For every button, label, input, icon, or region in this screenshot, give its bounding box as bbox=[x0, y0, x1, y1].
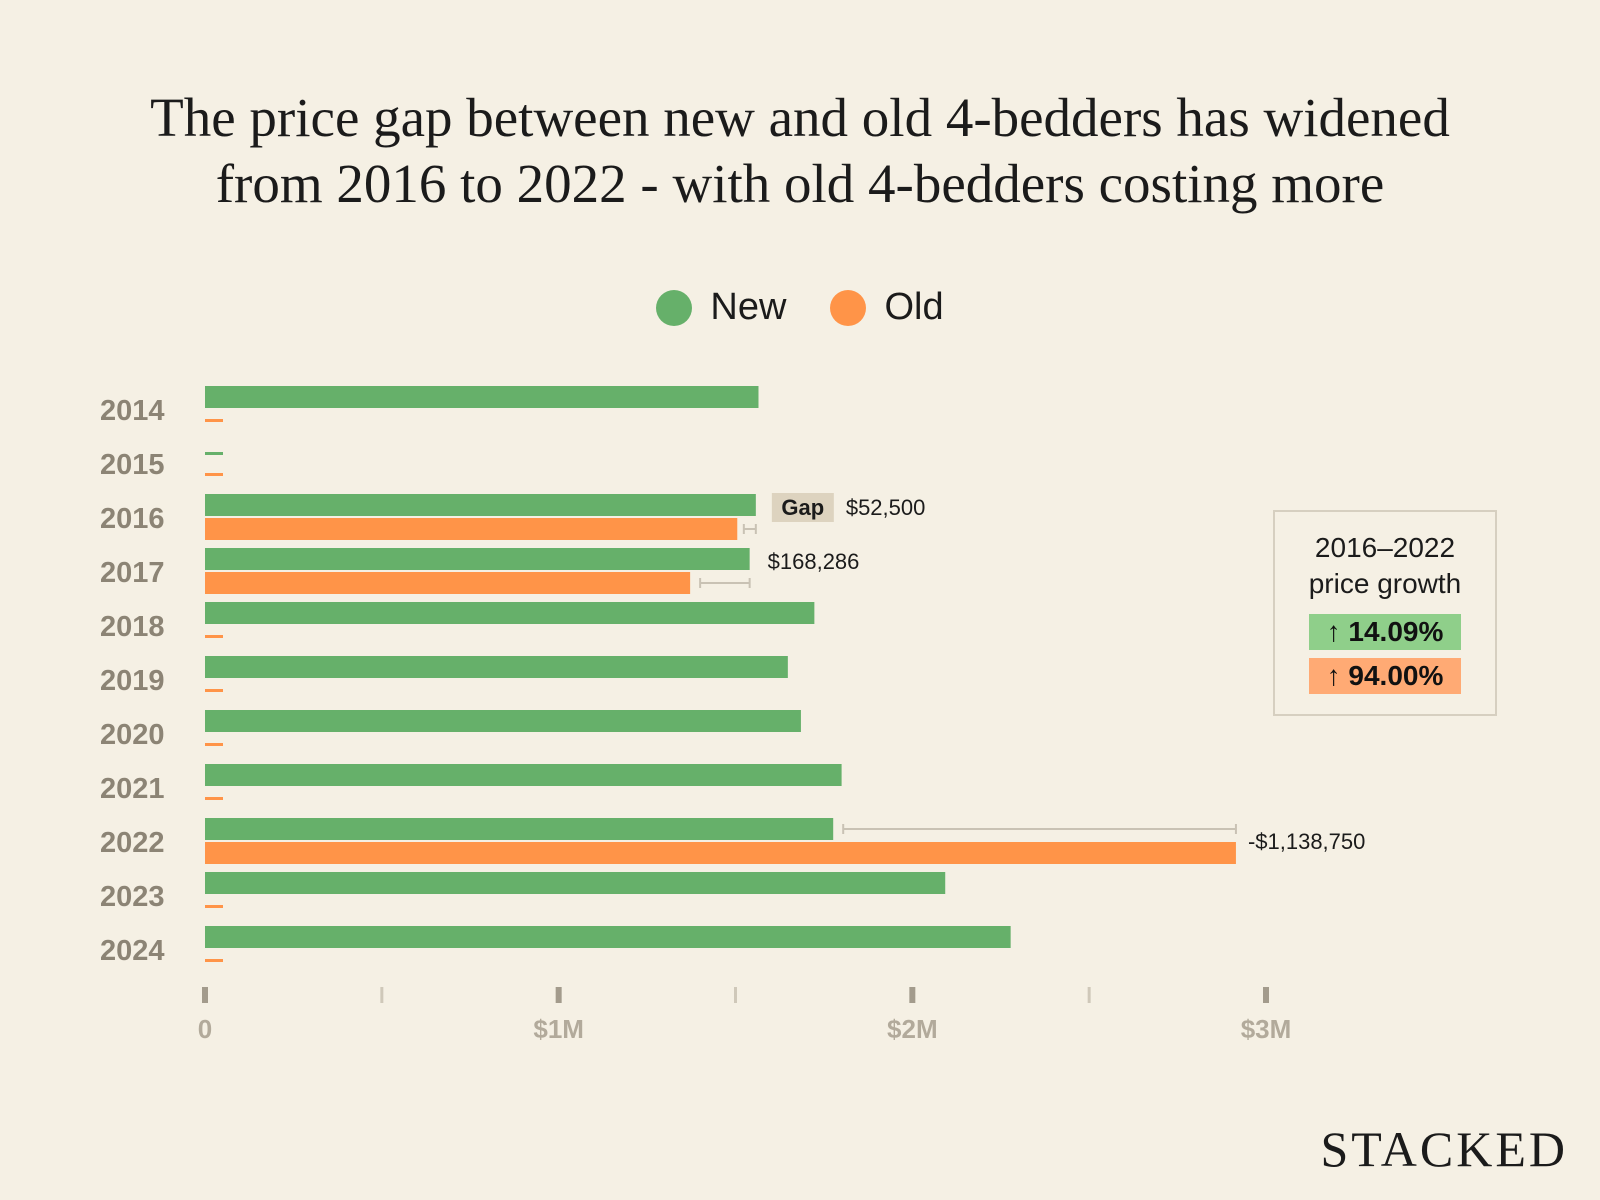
legend-swatch-new bbox=[656, 289, 693, 326]
bar-old-empty-marker bbox=[205, 905, 223, 908]
year-label: 2018 bbox=[100, 611, 165, 643]
growth-badge-old: ↑ 94.00% bbox=[1309, 658, 1461, 694]
gap-tag-bg bbox=[771, 493, 834, 522]
x-axis-tick-label: $3M bbox=[1241, 1014, 1292, 1044]
x-axis-minor-tick bbox=[1087, 987, 1091, 1003]
bar-old-empty-marker bbox=[205, 743, 223, 746]
gap-value-label: $52,500 bbox=[846, 495, 926, 520]
x-axis-major-tick bbox=[202, 987, 208, 1003]
legend-label-new: New bbox=[710, 286, 787, 328]
growth-summary-title-line-2: price growth bbox=[1308, 568, 1462, 599]
x-axis-tick-label: $1M bbox=[533, 1014, 584, 1044]
year-label: 2023 bbox=[100, 881, 165, 913]
bar-old-empty-marker bbox=[205, 959, 223, 962]
legend-item-old: Old bbox=[830, 286, 944, 329]
bar-old-empty-marker bbox=[205, 797, 223, 800]
chart-title-line-2: from 2016 to 2022 - with old 4-bedders c… bbox=[215, 153, 1385, 214]
year-label: 2015 bbox=[100, 449, 165, 481]
bar-new bbox=[205, 710, 801, 732]
x-axis-minor-tick bbox=[380, 987, 384, 1003]
bar-new bbox=[205, 926, 1011, 948]
legend-label-old: Old bbox=[884, 286, 944, 328]
bar-new bbox=[205, 602, 815, 624]
year-label: 2014 bbox=[100, 395, 165, 427]
bar-new bbox=[205, 872, 946, 894]
year-label: 2020 bbox=[100, 719, 165, 751]
bar-old-empty-marker bbox=[205, 419, 223, 422]
bar-old bbox=[205, 518, 738, 540]
year-label: 2019 bbox=[100, 665, 165, 697]
legend-item-new: New bbox=[656, 286, 786, 329]
x-axis-minor-tick bbox=[734, 987, 737, 1003]
bar-old-empty-marker bbox=[205, 689, 223, 692]
bar-new-empty-marker bbox=[205, 452, 223, 455]
x-axis-tick-label: 0 bbox=[198, 1014, 212, 1044]
chart-title: The price gap between new and old 4-bedd… bbox=[0, 85, 1600, 217]
bar-new bbox=[205, 548, 750, 570]
growth-badge-new: ↑ 14.09% bbox=[1309, 614, 1461, 650]
bar-old-empty-marker bbox=[205, 473, 223, 476]
legend-swatch-old bbox=[830, 289, 867, 326]
gap-value-label: -$1,138,750 bbox=[1248, 829, 1365, 854]
growth-summary-title: 2016–2022 price growth bbox=[1275, 530, 1495, 602]
growth-summary-box: 2016–2022 price growth ↑ 14.09% ↑ 94.00% bbox=[1273, 510, 1497, 716]
x-axis-major-tick bbox=[909, 987, 916, 1003]
year-label: 2017 bbox=[100, 557, 165, 589]
year-label: 2024 bbox=[100, 935, 165, 967]
x-axis-major-tick bbox=[1263, 987, 1269, 1003]
bar-new bbox=[205, 494, 756, 516]
gap-tag-label: Gap bbox=[781, 495, 824, 520]
bar-new bbox=[205, 818, 834, 840]
bar-old bbox=[205, 572, 691, 594]
year-label: 2021 bbox=[100, 773, 165, 805]
bar-old-empty-marker bbox=[205, 635, 223, 638]
chart-title-line-1: The price gap between new and old 4-bedd… bbox=[150, 87, 1450, 148]
bar-new bbox=[205, 764, 842, 786]
bar-new bbox=[205, 386, 759, 408]
year-label: 2016 bbox=[100, 503, 165, 535]
x-axis-major-tick bbox=[555, 987, 562, 1003]
bar-old bbox=[205, 842, 1236, 864]
growth-summary-title-line-1: 2016–2022 bbox=[1314, 532, 1456, 563]
legend: New Old bbox=[0, 286, 1600, 329]
year-label: 2022 bbox=[100, 827, 165, 859]
x-axis-tick-label: $2M bbox=[887, 1014, 938, 1044]
brand-logo: STACKED bbox=[1320, 1121, 1568, 1177]
gap-value-label: $168,286 bbox=[768, 549, 860, 574]
bar-new bbox=[205, 656, 788, 678]
